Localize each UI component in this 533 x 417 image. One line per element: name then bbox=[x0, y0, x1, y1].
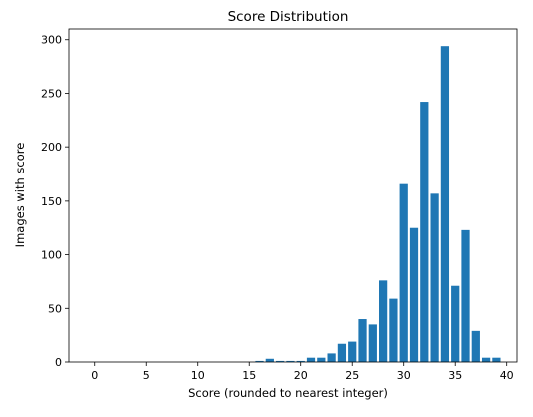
bar-score-17 bbox=[265, 358, 274, 362]
bar-score-26 bbox=[358, 319, 367, 362]
y-tick-label: 100 bbox=[41, 249, 62, 262]
y-axis-label: Images with score bbox=[13, 143, 27, 248]
bar-score-25 bbox=[348, 341, 357, 362]
bar-score-37 bbox=[471, 330, 480, 362]
bar-score-23 bbox=[327, 353, 336, 362]
bars-group bbox=[255, 46, 501, 363]
bar-score-31 bbox=[409, 227, 419, 362]
chart-title: Score Distribution bbox=[228, 9, 349, 25]
y-axis-ticks: 0 50 100 150 200 250 300 bbox=[41, 34, 69, 369]
y-tick-label: 0 bbox=[55, 356, 62, 369]
x-tick-label: 15 bbox=[242, 369, 256, 382]
x-axis-label: Score (rounded to nearest integer) bbox=[188, 386, 388, 400]
x-axis-ticks: 0 5 10 15 20 25 30 35 40 bbox=[91, 362, 514, 382]
bar-score-35 bbox=[451, 285, 460, 362]
plot-frame bbox=[68, 28, 518, 363]
bar-score-30 bbox=[399, 183, 408, 362]
bar-score-29 bbox=[389, 298, 398, 362]
x-tick-label: 30 bbox=[397, 369, 411, 382]
x-tick-label: 25 bbox=[345, 369, 359, 382]
bar-score-32 bbox=[420, 102, 429, 363]
bar-score-38 bbox=[481, 357, 491, 362]
bar-score-33 bbox=[430, 193, 439, 362]
x-tick-label: 5 bbox=[143, 369, 150, 382]
bar-score-16 bbox=[255, 360, 264, 362]
bar-score-28 bbox=[379, 280, 388, 362]
bar-score-27 bbox=[368, 324, 377, 362]
bar-score-22 bbox=[317, 357, 326, 362]
x-tick-label: 10 bbox=[191, 369, 205, 382]
y-tick-label: 150 bbox=[41, 195, 62, 208]
y-tick-label: 200 bbox=[41, 141, 62, 154]
x-tick-label: 40 bbox=[500, 369, 514, 382]
bar-score-20 bbox=[296, 360, 305, 362]
bar-score-36 bbox=[461, 229, 470, 362]
bar-score-39 bbox=[492, 357, 501, 362]
x-tick-label: 0 bbox=[91, 369, 98, 382]
bar-score-18 bbox=[276, 360, 285, 362]
bar-score-21 bbox=[306, 357, 316, 362]
bar-score-24 bbox=[337, 343, 347, 362]
bar-score-19 bbox=[286, 360, 295, 362]
y-tick-label: 50 bbox=[48, 302, 62, 315]
bar-score-34 bbox=[440, 46, 450, 362]
y-tick-label: 300 bbox=[41, 34, 62, 47]
x-tick-label: 35 bbox=[448, 369, 462, 382]
x-tick-label: 20 bbox=[294, 369, 308, 382]
y-tick-label: 250 bbox=[41, 87, 62, 100]
